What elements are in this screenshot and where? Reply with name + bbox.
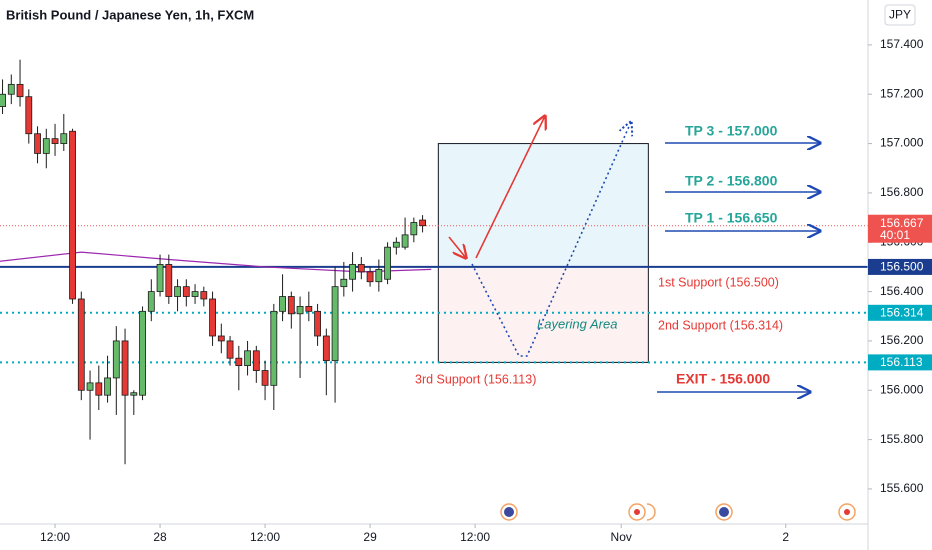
level-box: [868, 304, 932, 321]
y-tick-label: 157.200: [880, 86, 924, 100]
axis: 155.600 155.800 156.000 156.200 156.400 156.6…: [40, 37, 932, 544]
candle-body: [401, 234, 409, 248]
y-tick-label: 156.400: [880, 284, 924, 298]
y-tick-label: 156.000: [880, 382, 924, 396]
candle-body: [7, 83, 15, 95]
candle-body: [279, 296, 286, 312]
arrow: [475, 116, 545, 259]
x-tick-label: 12:00: [250, 530, 280, 544]
current-price-box: [868, 214, 932, 243]
candle-body: [34, 133, 41, 154]
candle-body: [217, 335, 225, 342]
candle-body: [182, 286, 190, 297]
x-tick-label: 28: [153, 530, 167, 544]
candle-body: [112, 340, 120, 379]
candle-body: [366, 271, 374, 283]
currency-box: [884, 4, 916, 26]
candle-body: [16, 83, 24, 98]
zone: [438, 266, 649, 363]
x-tick-label: 2: [782, 530, 789, 544]
candle-body: [69, 130, 76, 300]
candle-body: [384, 246, 391, 280]
candle-body: [410, 222, 418, 236]
candle-body: [270, 310, 278, 386]
candle-body: [331, 286, 339, 362]
candle-body: [104, 377, 111, 396]
candle-body: [419, 219, 426, 227]
x-tick-label: 29: [363, 530, 377, 544]
candle-body: [0, 93, 6, 107]
candle-body: [305, 305, 313, 312]
tp2-label: TP 2 - 156.800: [685, 173, 778, 189]
levels: [0, 225, 868, 364]
x-tick-label: 12:00: [460, 530, 490, 544]
candle-body: [60, 133, 68, 144]
candle-body: [252, 350, 260, 371]
candle-body: [209, 298, 216, 337]
y-tick-label: 155.800: [880, 432, 924, 446]
candle-body: [261, 370, 269, 386]
candle-body: [226, 340, 234, 359]
candle-body: [42, 138, 50, 154]
support3-label: 3rd Support (156.113): [415, 372, 536, 386]
level-label: 156.314: [880, 305, 924, 319]
y-tick-label: 156.200: [880, 333, 924, 347]
candle-body: [25, 96, 33, 135]
currency-label: JPY: [889, 8, 911, 22]
x-tick-label: Nov: [611, 530, 632, 544]
candle-body: [392, 241, 400, 248]
candle-body: [130, 392, 138, 396]
candle-body: [139, 310, 146, 396]
level-label: 156.500: [880, 260, 924, 274]
y-tick-label: 157.000: [880, 136, 924, 150]
candle-body: [121, 340, 129, 396]
zones: [437, 143, 649, 363]
moving-average: [0, 251, 432, 273]
candle-body: [200, 291, 208, 300]
candle-body: [244, 350, 251, 366]
zone: [438, 143, 649, 267]
candle-body: [174, 286, 181, 297]
layering-label: Layering Area: [537, 316, 617, 331]
candle-body: [156, 264, 164, 292]
candle-body: [322, 335, 330, 362]
candle-body: [147, 291, 155, 312]
tp1-label: TP 1 - 156.650: [685, 210, 778, 226]
candle-body: [375, 268, 383, 283]
candle-body: [314, 310, 321, 337]
candle-body: [296, 305, 304, 315]
candle-body: [235, 357, 243, 366]
candle-body: [340, 278, 348, 288]
event-icons: [500, 503, 856, 521]
candle-body: [191, 291, 199, 297]
candle-body: [165, 264, 173, 297]
zone-frame: [437, 143, 649, 363]
exit-label: EXIT - 156.000: [676, 371, 770, 387]
tp3-label: TP 3 - 157.000: [685, 123, 778, 139]
candle-body: [287, 296, 295, 315]
y-tick-label: 156.800: [880, 185, 924, 199]
level-box: [868, 354, 932, 371]
candle-body: [77, 298, 85, 391]
level-label: 156.113: [880, 355, 923, 369]
current-price-label: 156.667: [880, 216, 924, 230]
dotted-path: [471, 122, 631, 357]
chart-title: British Pound / Japanese Yen, 1h, FXCM: [6, 7, 254, 22]
x-tick-label: 12:00: [40, 530, 70, 544]
arrow: [448, 236, 466, 258]
countdown-label: 40:01: [880, 228, 910, 242]
candles: [0, 59, 432, 465]
candle-body: [357, 264, 365, 273]
support1-label: 1st Support (156.500): [658, 275, 779, 289]
candle-body: [86, 382, 94, 391]
y-tick-label: 155.600: [880, 481, 924, 495]
candle-body: [95, 382, 103, 396]
candle-body: [51, 138, 59, 144]
support2-label: 2nd Support (156.314): [658, 318, 783, 332]
y-tick-label: 157.400: [880, 37, 924, 51]
overlay: TP 3 - 157.000 TP 2 - 156.800 TP 1 - 156…: [415, 116, 856, 521]
candle-body: [349, 264, 356, 280]
level-box: [868, 258, 932, 275]
